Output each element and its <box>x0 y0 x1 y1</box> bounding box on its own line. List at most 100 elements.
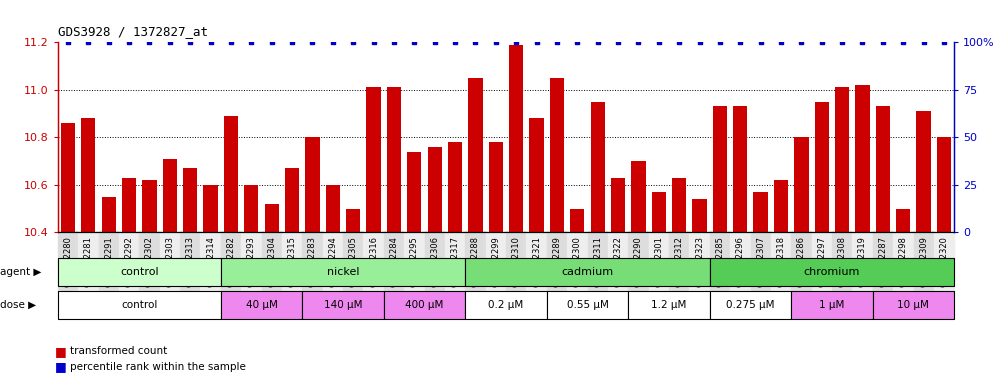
Point <box>732 39 748 45</box>
Bar <box>791 291 872 319</box>
Bar <box>162 159 177 232</box>
Text: 10 μM: 10 μM <box>897 300 929 310</box>
Bar <box>692 199 706 232</box>
Text: 0.275 μM: 0.275 μM <box>726 300 775 310</box>
Text: control: control <box>120 267 158 277</box>
Bar <box>427 147 442 232</box>
Bar <box>465 258 710 286</box>
Point <box>426 39 442 45</box>
Point <box>549 39 565 45</box>
Bar <box>386 88 401 232</box>
Point <box>81 39 97 45</box>
Bar <box>102 197 116 232</box>
Bar <box>570 209 585 232</box>
Bar <box>733 106 747 232</box>
Bar <box>547 291 628 319</box>
Bar <box>628 291 710 319</box>
Point <box>814 39 830 45</box>
Point <box>773 39 789 45</box>
Text: cadmium: cadmium <box>562 267 614 277</box>
Point <box>284 39 300 45</box>
Bar <box>591 102 605 232</box>
Bar <box>346 209 361 232</box>
Point <box>590 39 606 45</box>
Point <box>122 39 137 45</box>
Bar <box>774 180 788 232</box>
Bar <box>509 45 523 232</box>
Bar <box>221 258 465 286</box>
Text: ■: ■ <box>55 345 67 358</box>
Point <box>101 39 117 45</box>
Bar <box>465 291 547 319</box>
Bar <box>285 168 299 232</box>
Bar <box>407 152 421 232</box>
Point <box>447 39 463 45</box>
Point <box>325 39 341 45</box>
Bar <box>302 291 383 319</box>
Point <box>712 39 728 45</box>
Bar <box>265 204 279 232</box>
Point <box>182 39 198 45</box>
Bar <box>82 118 96 232</box>
Point <box>141 39 157 45</box>
Bar <box>794 137 809 232</box>
Point <box>60 39 76 45</box>
Point <box>346 39 362 45</box>
Bar <box>611 178 625 232</box>
Bar <box>937 137 951 232</box>
Point <box>874 39 890 45</box>
Text: agent ▶: agent ▶ <box>0 267 42 277</box>
Bar <box>489 142 503 232</box>
Point <box>915 39 931 45</box>
Point <box>508 39 524 45</box>
Text: 1.2 μM: 1.2 μM <box>651 300 686 310</box>
Text: 1 μM: 1 μM <box>820 300 845 310</box>
Bar <box>448 142 462 232</box>
Bar <box>203 185 218 232</box>
Text: 0.55 μM: 0.55 μM <box>567 300 609 310</box>
Point <box>753 39 769 45</box>
Point <box>936 39 952 45</box>
Text: 40 μM: 40 μM <box>246 300 278 310</box>
Point <box>467 39 483 45</box>
Bar <box>875 106 890 232</box>
Point <box>855 39 871 45</box>
Point <box>630 39 646 45</box>
Text: transformed count: transformed count <box>70 346 167 356</box>
Text: 0.2 μM: 0.2 μM <box>488 300 524 310</box>
Bar <box>710 291 791 319</box>
Bar <box>872 291 954 319</box>
Bar <box>631 161 645 232</box>
Text: chromium: chromium <box>804 267 861 277</box>
Point <box>223 39 239 45</box>
Bar <box>61 123 75 232</box>
Bar <box>896 209 910 232</box>
Point <box>650 39 666 45</box>
Point <box>406 39 422 45</box>
Point <box>264 39 280 45</box>
Text: 140 μM: 140 μM <box>324 300 363 310</box>
Point <box>671 39 687 45</box>
Bar <box>835 88 850 232</box>
Text: control: control <box>122 300 157 310</box>
Point <box>161 39 178 45</box>
Point <box>488 39 504 45</box>
Point <box>243 39 259 45</box>
Bar <box>651 192 666 232</box>
Bar <box>122 178 136 232</box>
Point <box>835 39 851 45</box>
Point <box>611 39 626 45</box>
Point <box>305 39 321 45</box>
Point <box>570 39 586 45</box>
Bar <box>221 291 302 319</box>
Bar <box>916 111 930 232</box>
Bar <box>367 88 380 232</box>
Bar <box>856 85 870 232</box>
Bar <box>550 78 564 232</box>
Point <box>794 39 810 45</box>
Point <box>386 39 402 45</box>
Bar <box>713 106 727 232</box>
Bar <box>754 192 768 232</box>
Point <box>895 39 911 45</box>
Bar <box>326 185 340 232</box>
